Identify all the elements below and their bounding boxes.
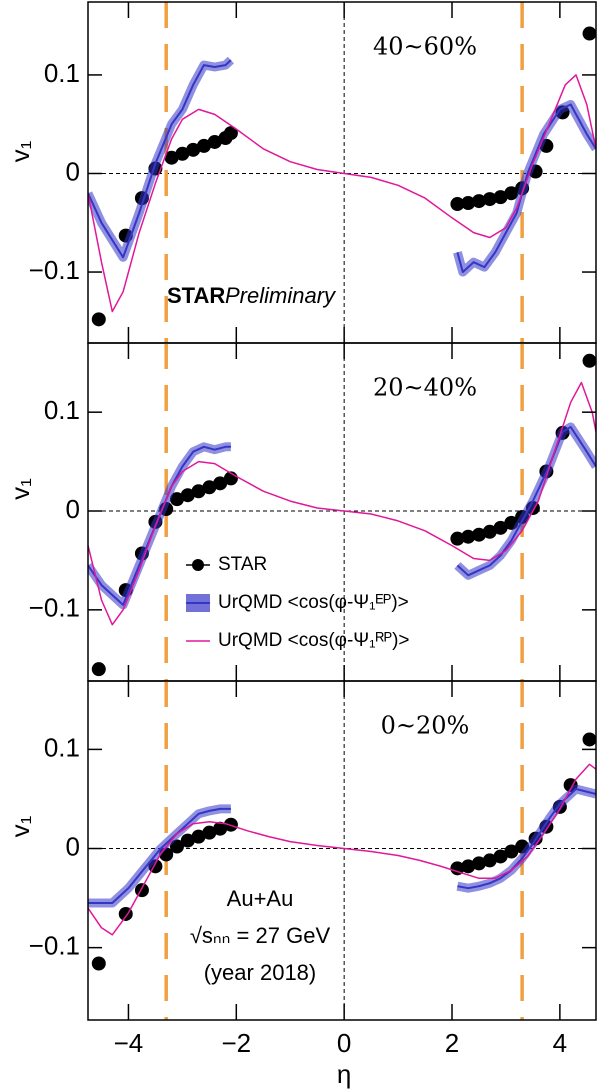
data-point	[180, 833, 195, 848]
panel-title: 40~60%	[373, 33, 477, 61]
x-tick-label: −4	[114, 1028, 144, 1058]
data-point	[196, 138, 211, 153]
data-point	[191, 829, 206, 844]
data-point	[482, 524, 497, 539]
data-point	[471, 194, 486, 209]
x-tick-label: 0	[337, 1028, 351, 1058]
legend-label: UrQMD <cos(φ-Ψ₁ᴿᴾ)>	[218, 630, 410, 651]
x-tick-label: 2	[445, 1028, 459, 1058]
y-tick-label: 0.1	[44, 58, 80, 88]
panel: −0.1 0 0.1 40~60% v₁	[5, 1, 597, 344]
y-axis-label: v₁	[5, 140, 35, 162]
data-point	[91, 956, 106, 971]
y-tick-label: 0	[66, 494, 80, 524]
data-point	[482, 192, 497, 207]
panel: −0.1 0 0.1 −4 −2 0 2 4 0~20% v₁ η	[5, 680, 597, 1089]
band-line	[88, 426, 596, 606]
data-point	[169, 492, 184, 507]
legend-marker	[192, 559, 204, 571]
data-point	[450, 861, 465, 876]
data-point	[582, 353, 596, 368]
y-tick-label: 0	[66, 831, 80, 861]
data-point	[450, 531, 465, 546]
data-point	[164, 150, 179, 165]
data-point	[461, 196, 476, 211]
data-point	[207, 134, 222, 149]
annotation: Au+Au	[227, 886, 294, 911]
data-point	[213, 821, 228, 836]
data-point	[186, 142, 201, 157]
data-point	[504, 844, 519, 859]
panel-title: 20~40%	[373, 374, 477, 402]
annotation: √sₙₙ = 27 GeV	[190, 923, 331, 948]
y-tick-label: 0.1	[44, 732, 80, 762]
y-tick-label: −0.1	[29, 593, 80, 623]
data-point	[91, 312, 106, 327]
annotation: STAR	[167, 283, 225, 308]
legend-label: STAR	[218, 554, 267, 575]
data-point	[202, 825, 217, 840]
plot-area	[88, 681, 596, 1020]
data-point	[471, 856, 486, 871]
plot-area	[88, 343, 596, 681]
data-point	[461, 529, 476, 544]
panel: −0.1 0 0.1 20~40% v₁ STAR UrQMD <cos(φ-Ψ₁ᴱᴾ)> U…	[5, 342, 597, 682]
line	[88, 74, 596, 313]
frame	[87, 680, 597, 1021]
y-axis-label: v₁	[5, 478, 35, 500]
data-point	[493, 849, 508, 864]
data-point	[213, 476, 228, 491]
data-point	[471, 527, 486, 542]
data-point	[582, 26, 596, 41]
data-point	[493, 190, 508, 205]
annotation: (year 2018)	[204, 960, 317, 985]
data-point	[504, 186, 519, 201]
uncertainty-band	[88, 422, 596, 610]
data-point	[450, 197, 465, 212]
line	[88, 381, 596, 626]
x-tick-label: −2	[221, 1028, 251, 1058]
data-point	[169, 839, 184, 854]
data-point	[582, 732, 596, 747]
x-tick-label: 4	[553, 1028, 567, 1058]
data-point	[223, 126, 238, 141]
data-point	[461, 859, 476, 874]
y-tick-label: 0	[66, 156, 80, 186]
data-point	[91, 662, 106, 677]
plot-area	[88, 2, 596, 343]
legend-label: UrQMD <cos(φ-Ψ₁ᴱᴾ)>	[218, 592, 409, 613]
y-tick-label: 0.1	[44, 395, 80, 425]
y-tick-label: −0.1	[29, 255, 80, 285]
panel-title: 0~20%	[381, 712, 470, 740]
y-tick-label: −0.1	[29, 931, 80, 961]
data-point	[180, 488, 195, 503]
data-point	[202, 480, 217, 495]
x-axis-label: η	[337, 1059, 351, 1089]
data-point	[175, 146, 190, 161]
data-point	[493, 520, 508, 535]
line	[88, 763, 596, 936]
y-axis-label: v₁	[5, 815, 35, 837]
data-point	[134, 883, 149, 898]
annotation: Preliminary	[225, 283, 337, 308]
uncertainty-band	[88, 56, 596, 277]
data-point	[191, 484, 206, 499]
band-line	[88, 59, 596, 273]
data-point	[482, 853, 497, 868]
